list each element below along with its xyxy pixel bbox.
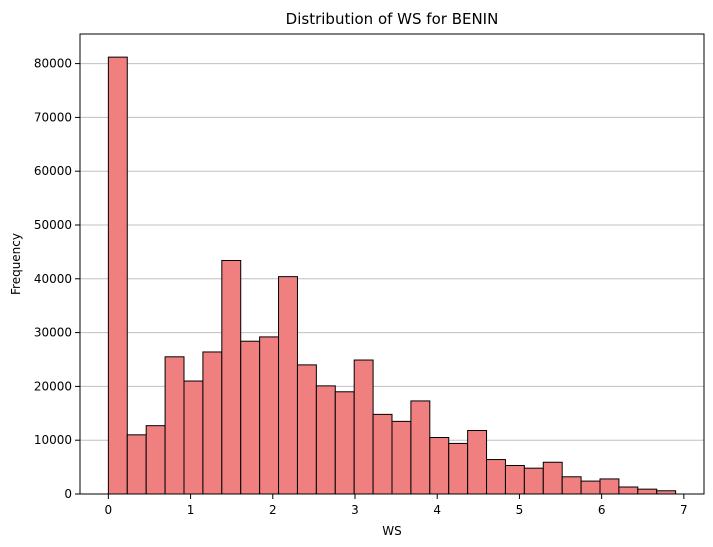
histogram-bar <box>561 476 582 495</box>
histogram-bar <box>429 437 450 495</box>
histogram-bar <box>202 351 223 495</box>
y-axis-label: Frequency <box>9 233 23 295</box>
histogram-bar <box>467 430 488 495</box>
y-tick-label: 30000 <box>34 326 72 340</box>
histogram-bar <box>523 467 544 495</box>
histogram-bar <box>183 380 204 495</box>
x-axis-label: WS <box>382 524 401 538</box>
y-tick-label: 10000 <box>34 433 72 447</box>
x-axis-ticks: 0 1 2 3 4 5 6 7 <box>105 494 688 517</box>
histogram-bar <box>599 478 620 495</box>
axes-frame <box>79 33 705 495</box>
chart-title: Distribution of WS for BENIN <box>286 10 499 28</box>
x-tick-label: 5 <box>516 503 524 517</box>
histogram-bar <box>372 413 393 495</box>
histogram-bar <box>240 340 261 495</box>
x-tick-label: 2 <box>269 503 277 517</box>
y-tick-label: 0 <box>64 487 72 501</box>
histogram-bar <box>145 425 166 495</box>
histogram-bar <box>448 442 469 495</box>
histogram-bars <box>107 56 677 495</box>
histogram-bar <box>296 364 317 495</box>
histogram-bar <box>221 260 242 495</box>
y-tick-label: 60000 <box>34 164 72 178</box>
histogram-bar <box>334 391 355 495</box>
histogram-bar <box>486 459 506 495</box>
x-tick-label: 4 <box>433 503 441 517</box>
x-tick-label: 7 <box>680 503 688 517</box>
histogram-bar <box>504 464 525 495</box>
x-tick-label: 0 <box>105 503 113 517</box>
y-tick-label: 50000 <box>34 218 72 232</box>
x-tick-label: 6 <box>598 503 606 517</box>
histogram-bar <box>580 480 601 495</box>
histogram-bar <box>278 276 298 495</box>
y-tick-label: 40000 <box>34 272 72 286</box>
histogram-bar <box>410 400 431 495</box>
histogram-bar <box>618 486 639 495</box>
histogram-bar <box>259 336 280 495</box>
histogram-bar <box>542 461 563 495</box>
histogram-bar <box>637 488 658 495</box>
y-tick-label: 20000 <box>34 379 72 393</box>
x-tick-label: 3 <box>351 503 359 517</box>
y-tick-label: 70000 <box>34 110 72 124</box>
y-axis-ticks: 0 10000 20000 30000 40000 50000 60000 70000 8000… <box>34 57 80 501</box>
histogram-bar <box>315 385 336 495</box>
histogram-bar <box>391 420 412 495</box>
x-tick-label: 1 <box>187 503 195 517</box>
histogram-bar <box>164 356 185 495</box>
histogram-bar <box>126 434 147 495</box>
histogram-bar <box>107 56 128 495</box>
histogram-bar <box>353 359 374 495</box>
y-tick-label: 80000 <box>34 57 72 71</box>
